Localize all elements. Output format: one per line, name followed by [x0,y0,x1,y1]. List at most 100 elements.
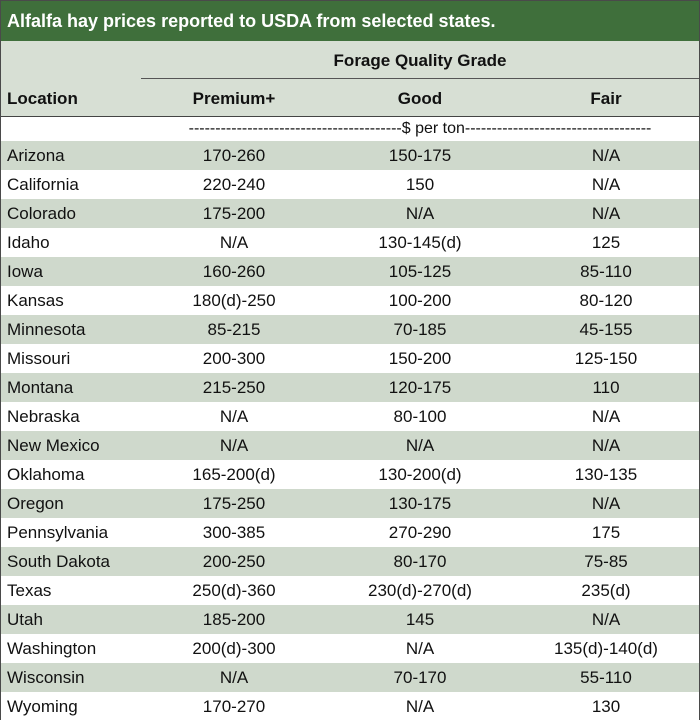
fair-price-cell: N/A [591,407,621,426]
good-price-cell: 105-125 [388,262,452,281]
good-price-cell: 150-175 [388,146,452,165]
fair-price-cell: N/A [591,146,621,165]
location-cell: Idaho [7,233,50,252]
good-column-header: Good [397,89,443,108]
forage-quality-grade-label: Forage Quality Grade [333,51,507,70]
location-cell: Arizona [7,146,65,165]
premium-price-cell: 185-200 [202,610,266,629]
fair-price-cell: 75-85 [584,552,628,571]
location-cell: South Dakota [7,552,111,571]
fair-price-cell: N/A [591,610,621,629]
table-row: Nebraska N/A 80-100 N/A [1,402,699,431]
fair-price-cell: 175 [591,523,621,542]
table-header: Forage Quality Grade Location Premium+ G… [1,41,699,117]
table-row: Oregon 175-250 130-175 N/A [1,489,699,518]
table-row: Missouri 200-300 150-200 125-150 [1,344,699,373]
location-cell: Colorado [7,204,76,223]
premium-price-cell: 215-250 [202,378,266,397]
premium-price-cell: 165-200(d) [192,465,276,484]
premium-price-cell: 170-270 [202,697,266,716]
location-cell: Washington [7,639,97,658]
good-price-cell: N/A [405,204,435,223]
location-cell: Kansas [7,291,64,310]
location-cell: Iowa [7,262,43,281]
premium-column-header: Premium+ [192,89,276,108]
premium-price-cell: N/A [219,407,249,426]
good-price-cell: 270-290 [388,523,452,542]
fair-price-cell: 80-120 [579,291,633,310]
premium-price-cell: N/A [219,436,249,455]
good-price-cell: 130-200(d) [378,465,462,484]
good-price-cell: 145 [405,610,435,629]
premium-price-cell: 200-300 [202,349,266,368]
good-price-cell: 230(d)-270(d) [368,581,472,600]
location-cell: California [7,175,79,194]
location-cell: Utah [7,610,43,629]
units-row: ----------------------------------------… [1,117,699,141]
fair-price-cell: N/A [591,494,621,513]
good-price-cell: 130-145(d) [378,233,462,252]
good-price-cell: 130-175 [388,494,452,513]
fair-price-cell: 135(d)-140(d) [554,639,658,658]
location-cell: Minnesota [7,320,86,339]
fair-price-cell: 85-110 [580,262,632,281]
premium-price-cell: 250(d)-360 [192,581,276,600]
table-row: Colorado 175-200 N/A N/A [1,199,699,228]
premium-price-cell: 170-260 [202,146,266,165]
location-cell: New Mexico [7,436,100,455]
table-title: Alfalfa hay prices reported to USDA from… [1,1,699,41]
premium-price-cell: 200(d)-300 [192,639,276,658]
table-row: New Mexico N/A N/A N/A [1,431,699,460]
premium-price-cell: 175-250 [202,494,266,513]
table-row: Wisconsin N/A 70-170 55-110 [1,663,699,692]
premium-price-cell: 85-215 [207,320,261,339]
good-price-cell: N/A [405,639,435,658]
table-row: Iowa 160-260 105-125 85-110 [1,257,699,286]
premium-price-cell: N/A [219,668,249,687]
good-price-cell: 120-175 [388,378,452,397]
table-row: Arizona 170-260 150-175 N/A [1,141,699,170]
table-row: Utah 185-200 145 N/A [1,605,699,634]
good-price-cell: 100-200 [388,291,452,310]
group-divider [141,78,699,79]
fair-price-cell: N/A [591,175,621,194]
premium-price-cell: 300-385 [202,523,266,542]
location-cell: Oklahoma [7,465,85,484]
good-price-cell: 80-100 [393,407,447,426]
table-row: South Dakota 200-250 80-170 75-85 [1,547,699,576]
fair-price-cell: 55-110 [580,668,632,687]
location-cell: Texas [7,581,52,600]
location-column-header: Location [7,89,78,108]
table-row: Kansas 180(d)-250 100-200 80-120 [1,286,699,315]
fair-price-cell: 130 [591,697,621,716]
table-row: Oklahoma 165-200(d) 130-200(d) 130-135 [1,460,699,489]
good-price-cell: 150-200 [388,349,452,368]
table-body: Arizona 170-260 150-175 N/A California 220-24… [1,141,699,721]
good-price-cell: N/A [405,697,435,716]
location-cell: Nebraska [7,407,80,426]
good-price-cell: 70-170 [393,668,447,687]
location-cell: Oregon [7,494,64,513]
good-price-cell: 80-170 [393,552,447,571]
premium-price-cell: 220-240 [202,175,266,194]
premium-price-cell: 200-250 [202,552,266,571]
table-row: Minnesota 85-215 70-185 45-155 [1,315,699,344]
table-row: California 220-240 150 N/A [1,170,699,199]
premium-price-cell: 180(d)-250 [192,291,276,310]
fair-price-cell: 110 [592,378,620,397]
location-cell: Wisconsin [7,668,85,687]
fair-price-cell: N/A [591,204,621,223]
location-cell: Missouri [7,349,71,368]
fair-price-cell: 45-155 [579,320,633,339]
units-label: ----------------------------------------… [188,120,652,137]
location-cell: Montana [7,378,74,397]
fair-price-cell: 125-150 [574,349,638,368]
table-row: Wyoming 170-270 N/A 130 [1,692,699,721]
header-divider [1,116,699,117]
table-row: Texas 250(d)-360 230(d)-270(d) 235(d) [1,576,699,605]
fair-price-cell: 125 [591,233,621,252]
table-row: Washington 200(d)-300 N/A 135(d)-140(d) [1,634,699,663]
good-price-cell: 150 [405,175,435,194]
location-cell: Pennsylvania [7,523,109,542]
